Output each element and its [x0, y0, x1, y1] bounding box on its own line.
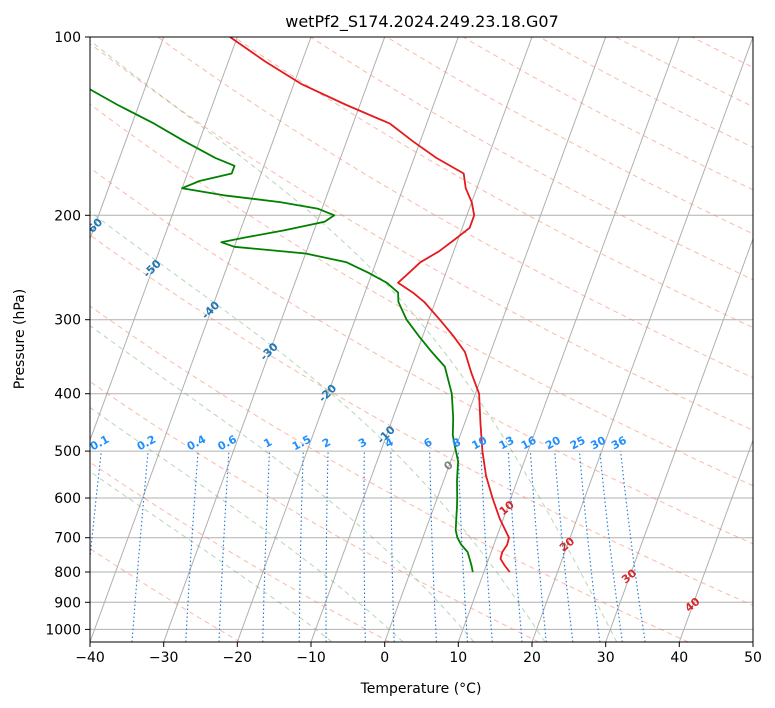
mixing-ratio-line — [554, 451, 574, 642]
isotherm-line — [90, 37, 312, 642]
x-axis-label: Temperature (°C) — [360, 681, 482, 697]
y-tick-label: 200 — [54, 208, 81, 224]
x-tick-label: −10 — [296, 650, 326, 666]
isotherm-line — [384, 37, 607, 642]
isotherm-line — [457, 37, 680, 642]
isotherm-line — [163, 37, 386, 642]
isotherm-line — [605, 237, 753, 642]
mixing-ratio-label: 20 — [543, 434, 563, 453]
y-tick-label: 500 — [54, 444, 81, 460]
x-tick-label: 50 — [744, 650, 762, 666]
y-axis-label: Pressure (hPa) — [12, 289, 28, 389]
y-tick-label: 1000 — [45, 622, 81, 638]
dry-adiabat-line — [233, 37, 753, 329]
y-tick-label: 900 — [54, 595, 81, 611]
y-tick-label: 300 — [54, 313, 81, 329]
isotherm-line — [678, 438, 753, 642]
y-tick-label: 600 — [54, 491, 81, 507]
moist-adiabat-line — [90, 211, 546, 642]
x-tick-label: 40 — [670, 650, 688, 666]
plot-area — [90, 37, 753, 642]
y-tick-label: 100 — [54, 30, 81, 46]
chart-title: wetPf2_S174.2024.249.23.18.G07 — [285, 12, 559, 32]
y-tick-label: 400 — [54, 387, 81, 403]
x-tick-label: −20 — [223, 650, 253, 666]
moist-adiabat-line — [90, 406, 404, 642]
dry-adiabat-line — [157, 37, 753, 379]
isotherm-line — [90, 37, 165, 241]
dry-adiabat-line — [90, 234, 753, 607]
x-tick-label: 0 — [380, 650, 389, 666]
isotherm-line — [90, 37, 238, 442]
axes: −40 −30 −20 −10 0 10 20 30 40 50 1000 900 800 700 600 5… — [45, 30, 762, 666]
x-tick-label: 20 — [523, 650, 541, 666]
x-tick-label: −40 — [75, 650, 105, 666]
isotherm-line — [236, 37, 459, 642]
mixing-ratio-label: 25 — [568, 434, 588, 453]
mixing-ratio-label: 10 — [470, 434, 490, 453]
moist-adiabat-line — [90, 39, 618, 642]
mixing-ratio-label: 13 — [497, 434, 517, 453]
dry-adiabat-line — [90, 167, 753, 545]
y-tick-label: 700 — [54, 531, 81, 547]
mixing-ratio-label: 16 — [519, 434, 539, 453]
mixing-ratio-line — [599, 451, 623, 642]
dry-adiabat-line — [90, 380, 540, 642]
dewpoint-profile-line — [90, 88, 474, 573]
isotherm-line — [531, 37, 753, 642]
x-tick-label: −30 — [149, 650, 179, 666]
mixing-ratio-line — [578, 451, 601, 642]
mixing-ratio-label: 36 — [609, 434, 629, 453]
x-tick-label: 30 — [597, 650, 615, 666]
y-tick-label: 800 — [54, 565, 81, 581]
mixing-ratio-label: 30 — [588, 434, 608, 453]
mixing-ratio-line — [620, 451, 646, 642]
dry-adiabat-line — [462, 37, 753, 191]
temperature-profile-line — [229, 37, 511, 573]
moist-adiabat-line — [90, 325, 475, 642]
dry-adiabat-line — [90, 42, 753, 431]
x-tick-label: 10 — [449, 650, 467, 666]
plot-frame — [89, 36, 754, 643]
dry-adiabat-line — [386, 37, 753, 235]
